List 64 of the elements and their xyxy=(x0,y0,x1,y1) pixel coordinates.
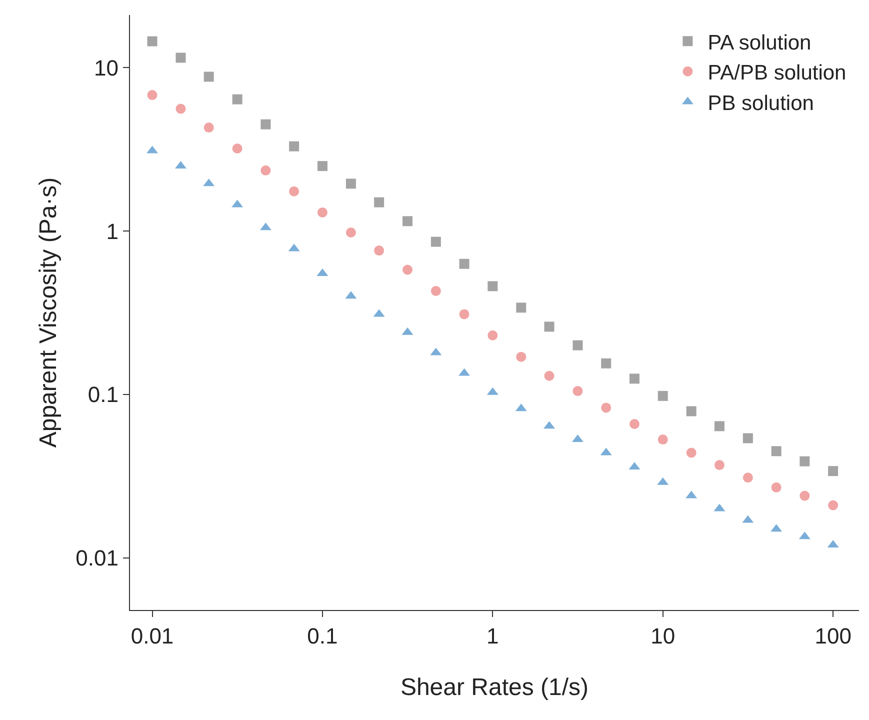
point xyxy=(601,402,612,413)
point xyxy=(714,460,724,470)
point xyxy=(204,72,214,82)
point xyxy=(742,433,753,444)
point xyxy=(459,258,470,269)
point xyxy=(232,144,242,154)
point xyxy=(658,434,668,445)
point xyxy=(402,264,413,275)
point xyxy=(430,236,441,247)
point xyxy=(828,466,838,476)
point xyxy=(544,322,554,332)
y-tick-label: 10 xyxy=(94,55,118,80)
point xyxy=(317,207,328,218)
point xyxy=(346,228,356,238)
point xyxy=(374,197,384,208)
x-axis-title: Shear Rates (1/s) xyxy=(400,674,589,701)
point xyxy=(430,286,441,296)
x-tick-label: 100 xyxy=(814,624,852,648)
point xyxy=(402,216,413,226)
point xyxy=(572,340,583,350)
point xyxy=(742,472,753,483)
point xyxy=(289,186,300,196)
point xyxy=(204,122,214,133)
x-tick-label: 0.01 xyxy=(130,624,174,648)
x-tick-label: 1 xyxy=(486,624,499,648)
point xyxy=(147,36,158,46)
point xyxy=(176,52,186,63)
point xyxy=(488,330,498,340)
point xyxy=(686,406,696,416)
y-tick-label: 0.1 xyxy=(88,382,118,408)
point xyxy=(176,104,186,114)
point xyxy=(459,309,470,320)
point xyxy=(289,141,300,152)
point xyxy=(771,446,782,456)
legend-label: PA solution xyxy=(708,31,812,54)
legend-label: PA/PB solution xyxy=(708,62,846,85)
point xyxy=(828,500,838,510)
y-tick-label: 1 xyxy=(106,218,118,244)
y-axis-title: Apparent Viscosity (Pa·s) xyxy=(34,177,62,448)
point xyxy=(260,119,271,130)
point xyxy=(232,94,242,104)
point xyxy=(629,418,640,429)
point xyxy=(800,456,810,466)
point xyxy=(516,302,526,313)
point xyxy=(658,390,668,401)
point xyxy=(771,482,782,492)
point xyxy=(800,490,810,501)
point xyxy=(572,386,583,396)
point xyxy=(147,90,158,100)
point xyxy=(374,246,384,256)
point xyxy=(686,448,696,458)
point xyxy=(488,281,498,292)
point xyxy=(714,421,724,432)
point xyxy=(629,374,640,384)
y-tick-label: 0.01 xyxy=(76,546,118,571)
point xyxy=(260,165,271,176)
point xyxy=(544,370,554,381)
x-tick-label: 10 xyxy=(650,624,676,648)
x-tick-label: 0.1 xyxy=(307,624,338,648)
point xyxy=(601,358,612,368)
point xyxy=(346,178,356,189)
point xyxy=(317,161,328,172)
point xyxy=(516,352,526,362)
legend-label: PB solution xyxy=(708,92,814,115)
